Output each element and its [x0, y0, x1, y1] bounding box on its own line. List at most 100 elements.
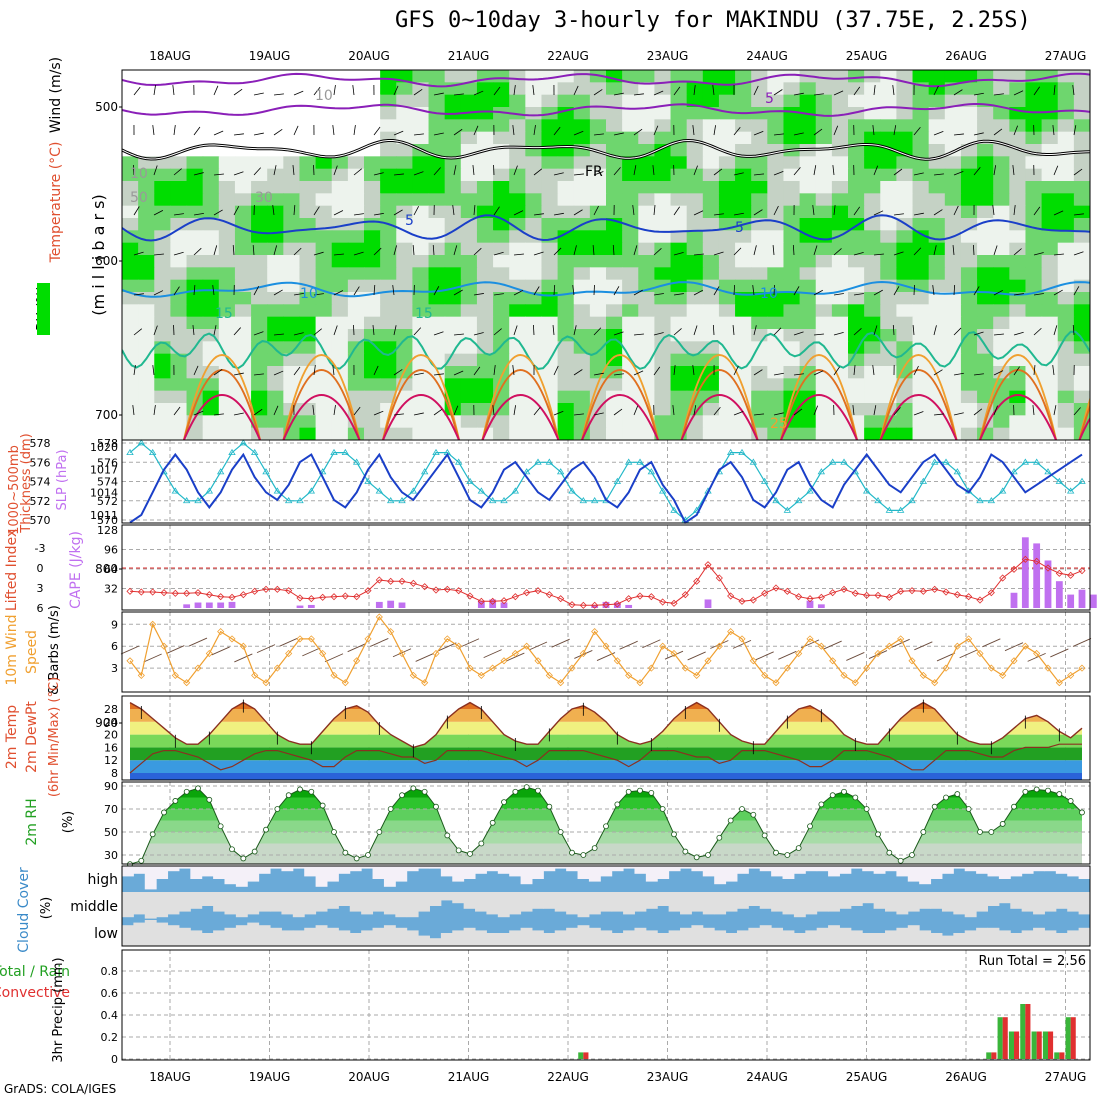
- lifted-index-marker: [375, 576, 383, 584]
- wind-barb: [1053, 289, 1063, 296]
- rh-cell: [1041, 181, 1059, 194]
- rh-cell: [299, 267, 317, 281]
- rh-cell: [622, 316, 639, 330]
- wind-barb: [213, 368, 223, 376]
- rh-cell: [767, 107, 785, 120]
- cloud-cell-middle: [543, 892, 556, 909]
- rh-cell: [509, 168, 526, 182]
- rh-cell: [412, 390, 430, 404]
- rh-cell: [702, 193, 720, 207]
- rh-marker: [637, 787, 643, 794]
- rh-cell: [960, 390, 978, 404]
- rh-cell: [944, 390, 962, 404]
- thickness-marker: [318, 468, 327, 475]
- slp-tick-label: 1017: [90, 464, 118, 477]
- wind-barb-10m: [188, 637, 208, 647]
- rh-cell: [476, 255, 494, 268]
- cloud-cell-middle: [1033, 892, 1045, 915]
- rh-cell: [912, 218, 930, 231]
- wind-barb: [912, 325, 915, 336]
- thickness-panel-frame: [121, 439, 1091, 524]
- rh-cell: [380, 267, 397, 281]
- rh-cell: [234, 82, 252, 96]
- rh-cell: [283, 205, 301, 219]
- rh-cell: [251, 168, 268, 182]
- rh-cell: [428, 193, 446, 207]
- rh-cell: [315, 390, 333, 404]
- wind-barb: [173, 125, 176, 136]
- cloud-cell-low: [680, 927, 692, 946]
- rh-cell: [493, 218, 510, 231]
- rh-cell: [799, 218, 817, 231]
- wind-barb: [673, 251, 684, 256]
- rh-cell: [670, 181, 688, 194]
- rh-cell: [251, 205, 268, 219]
- cloud-cell-high: [600, 866, 613, 877]
- rh-cell: [525, 156, 543, 170]
- rh-cell: [638, 316, 655, 330]
- cloud-cell-high: [850, 866, 863, 869]
- rh-cell: [993, 119, 1010, 133]
- rh-cell: [1025, 267, 1043, 281]
- wind-barb: [733, 172, 744, 176]
- wind-barb: [533, 251, 544, 256]
- wind-barb: [653, 90, 664, 96]
- wind-barb: [933, 131, 944, 136]
- cloud-cell-low: [885, 930, 897, 946]
- cloud-cell-low: [862, 933, 875, 946]
- thickness-left-tick: 578: [30, 437, 51, 450]
- rh-cell: [944, 94, 962, 108]
- rh-cell: [493, 119, 510, 133]
- cloud-cell-high: [919, 866, 932, 885]
- rh-cell: [735, 427, 752, 440]
- rh-cell: [412, 316, 430, 330]
- rh-cell: [702, 156, 720, 170]
- rh-cell: [396, 205, 413, 219]
- wind-barb: [753, 413, 764, 416]
- rh-cell: [589, 279, 607, 293]
- rh-cell: [122, 205, 139, 219]
- rh-cell: [767, 193, 785, 207]
- rh-cell: [815, 353, 833, 367]
- cloud-cell-middle: [349, 892, 362, 912]
- rh-cell: [654, 378, 672, 392]
- rh-cell: [347, 156, 365, 170]
- wind-barb: [413, 412, 424, 416]
- wind-barb: [352, 85, 355, 96]
- rh-cell: [315, 230, 333, 244]
- rh-cell: [735, 156, 752, 170]
- rh-marker: [648, 790, 655, 796]
- rh-cell: [815, 82, 833, 96]
- rh-cell: [331, 70, 349, 83]
- wind-barb: [893, 407, 901, 416]
- precip-tick-label: 0.6: [101, 987, 119, 1000]
- day-label-bottom: 23AUG: [647, 1070, 689, 1084]
- rh-cell: [476, 267, 494, 281]
- precip-conv-bar: [1059, 1052, 1065, 1059]
- cloud-cell-high: [224, 866, 237, 885]
- rh-cell: [331, 304, 349, 318]
- rh-cell: [767, 181, 785, 194]
- wind-barb: [313, 293, 324, 296]
- rh-cell: [654, 415, 672, 429]
- rh-cell: [122, 403, 139, 416]
- rh-cell: [509, 390, 526, 404]
- rh-cell: [364, 70, 381, 83]
- cloud-cell-middle: [509, 892, 522, 915]
- rh-cell: [267, 353, 284, 367]
- rh-cell: [1009, 329, 1027, 342]
- rh-cell: [686, 230, 704, 244]
- rh-cell: [573, 205, 591, 219]
- rh-cell: [444, 94, 462, 108]
- rh-cell: [541, 82, 559, 96]
- wind-barb: [853, 252, 864, 256]
- wind-speed-marker: [681, 664, 689, 672]
- rh-cell: [1073, 304, 1090, 318]
- rh-cell: [525, 279, 543, 293]
- lifted-index-marker: [1078, 567, 1086, 575]
- lifted-tick-label: -3: [35, 542, 46, 555]
- rh-cell: [912, 292, 930, 305]
- rh-cell: [283, 292, 301, 305]
- contour-label: 50: [130, 190, 148, 206]
- rh-cell: [364, 181, 381, 194]
